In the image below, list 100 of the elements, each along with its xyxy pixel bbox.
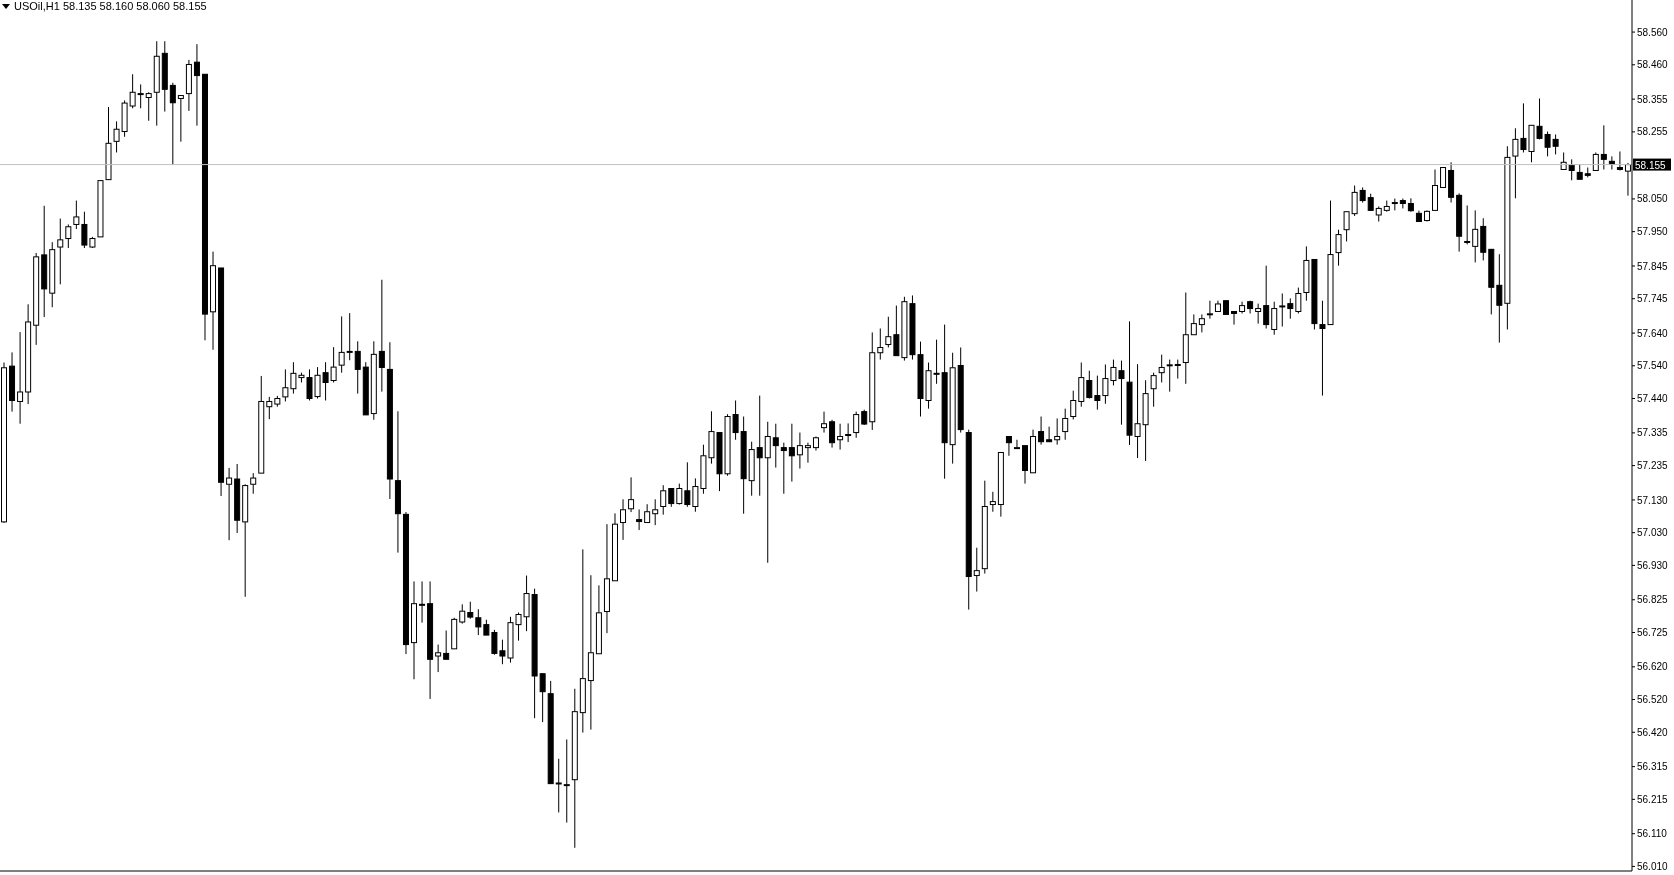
candlestick <box>1600 124 1607 170</box>
candlestick <box>354 340 361 395</box>
candlestick <box>563 738 570 824</box>
y-tick-label: 56.315 <box>1637 761 1669 773</box>
y-tick-label: 58.255 <box>1637 126 1669 138</box>
y-tick-label: 56.930 <box>1637 559 1669 571</box>
candlestick <box>1231 310 1238 326</box>
candlestick <box>1062 408 1069 441</box>
candlestick <box>338 315 345 374</box>
chart-title: USOil,H1 58.135 58.160 58.060 58.155 <box>14 0 207 13</box>
y-tick-label: 56.010 <box>1637 860 1669 872</box>
candlestick <box>973 547 980 593</box>
candlestick <box>620 498 627 541</box>
y-tick-label: 57.640 <box>1637 327 1669 339</box>
candlestick <box>628 476 635 513</box>
candlestick <box>1078 362 1085 408</box>
candlestick <box>250 472 257 495</box>
y-tick-label: 57.540 <box>1637 360 1669 372</box>
candlestick <box>459 603 466 625</box>
candlestick <box>137 83 144 109</box>
candlestick <box>419 580 426 624</box>
candlestick <box>772 423 779 469</box>
candlestick <box>668 488 675 508</box>
candlestick <box>1198 313 1205 333</box>
candlestick <box>1158 354 1165 383</box>
candlestick <box>1295 287 1302 314</box>
candlestick <box>17 331 24 425</box>
candlestick <box>1086 370 1093 400</box>
candlestick <box>1287 297 1294 320</box>
candlestick <box>1496 253 1503 344</box>
candlestick <box>788 423 795 483</box>
candlestick <box>644 503 651 524</box>
candlestick <box>1255 303 1262 325</box>
y-tick-label: 57.845 <box>1637 260 1669 272</box>
y-tick-label: 58.355 <box>1637 93 1669 105</box>
candlestick <box>346 312 353 361</box>
y-tick-label: 58.460 <box>1637 59 1669 71</box>
y-tick-label: 56.110 <box>1637 828 1668 840</box>
candlestick <box>877 328 884 361</box>
candlestick <box>1472 209 1479 263</box>
candlestick <box>65 223 72 249</box>
candlestick <box>1271 301 1278 336</box>
candlestick <box>1464 204 1471 245</box>
candlestick <box>1263 265 1270 330</box>
candlestick <box>1399 198 1406 209</box>
candlestick <box>1046 426 1053 443</box>
y-tick-label: 57.335 <box>1637 427 1669 439</box>
candlestick <box>435 644 442 673</box>
candlestick <box>756 395 763 497</box>
candlestick <box>804 442 811 464</box>
y-tick-label: 57.440 <box>1637 393 1669 405</box>
candlestick <box>57 218 64 285</box>
candlestick <box>1166 359 1173 393</box>
candlestick <box>1335 229 1342 267</box>
candlestick <box>475 608 482 636</box>
candlestick <box>1070 390 1077 420</box>
candlestick <box>145 91 152 122</box>
y-tick-label: 57.030 <box>1637 527 1669 539</box>
candlestick <box>1150 372 1157 408</box>
candlestick <box>226 467 233 541</box>
y-tick-label: 56.825 <box>1637 594 1669 606</box>
candlestick <box>1206 300 1213 320</box>
candlestick <box>177 95 184 143</box>
candlestick <box>636 508 643 531</box>
candlestick <box>1174 359 1181 380</box>
y-tick-label: 56.620 <box>1637 661 1669 673</box>
y-tick-label: 58.050 <box>1637 193 1669 205</box>
candlestick <box>829 419 836 449</box>
y-tick-label: 57.235 <box>1637 460 1669 472</box>
candlestick <box>764 421 771 564</box>
y-tick-label: 56.215 <box>1637 793 1669 805</box>
y-tick-label: 57.745 <box>1637 293 1669 305</box>
candlestick <box>1054 417 1061 446</box>
candlestick <box>378 279 385 393</box>
ref-line-label: 58.155 <box>1635 159 1667 171</box>
candlestick <box>989 491 996 513</box>
candlestick <box>684 461 691 508</box>
candlestick <box>1005 435 1012 457</box>
candlestick <box>780 442 787 495</box>
candlestick <box>652 498 659 526</box>
candlestick <box>676 483 683 506</box>
y-tick-label: 56.725 <box>1637 627 1669 639</box>
y-tick-label: 58.560 <box>1637 26 1669 38</box>
candlestick <box>1038 416 1045 446</box>
candlestick <box>845 422 852 443</box>
y-tick-label: 56.520 <box>1637 694 1669 706</box>
candlestick <box>1407 197 1414 213</box>
y-tick-label: 57.130 <box>1637 494 1669 506</box>
candlestick <box>169 82 176 166</box>
candlestick <box>796 432 803 470</box>
candlestick <box>837 423 844 451</box>
candlestick <box>1279 293 1286 328</box>
y-tick-label: 56.420 <box>1637 726 1669 738</box>
candlestick <box>853 411 860 439</box>
candlestick <box>1568 158 1575 181</box>
candlestick <box>660 484 667 516</box>
candlestick <box>821 411 828 434</box>
candlestick <box>266 396 273 420</box>
candlestick <box>1190 313 1197 336</box>
candlestick <box>193 43 200 127</box>
